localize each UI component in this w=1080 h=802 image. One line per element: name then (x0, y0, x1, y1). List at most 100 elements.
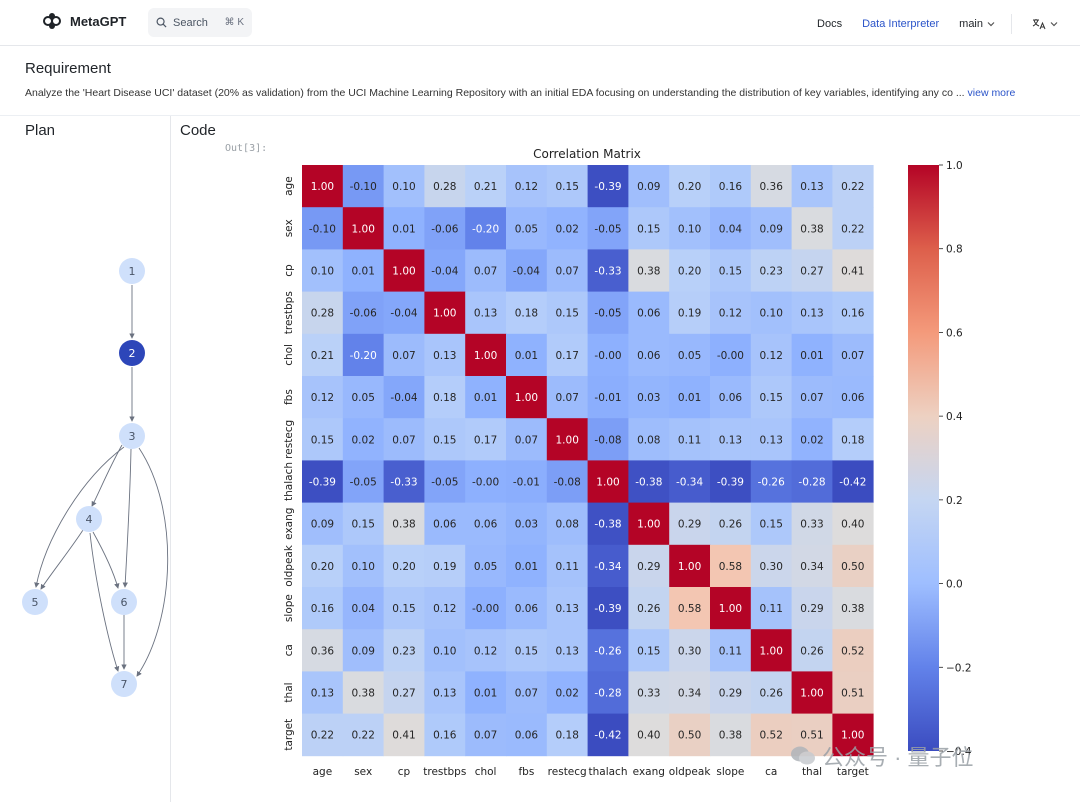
heatmap-value: 0.05 (474, 561, 497, 573)
heatmap-cell (546, 249, 588, 292)
plan-title: Plan (25, 122, 56, 139)
heatmap-cell (546, 629, 588, 672)
plan-edge (89, 532, 120, 672)
heatmap-value: 0.13 (311, 688, 334, 700)
brand-logo[interactable]: MetaGPT (42, 12, 126, 30)
x-tick-label: age (313, 766, 333, 778)
x-tick-label: oldpeak (669, 766, 712, 778)
translate-icon (1032, 19, 1046, 30)
branch-selector[interactable]: main (959, 18, 995, 30)
heatmap-value: 1.00 (678, 561, 701, 573)
heatmap-cell (669, 544, 711, 588)
heatmap-cell (710, 376, 752, 419)
plan-node-1[interactable] (119, 258, 145, 284)
heatmap-cell (628, 544, 670, 588)
nav-docs[interactable]: Docs (817, 18, 843, 30)
heatmap-cell (342, 165, 384, 208)
plan-edge (34, 446, 125, 588)
plan-node-7[interactable] (111, 671, 137, 697)
heatmap-cell (791, 671, 833, 714)
plan-node-4[interactable] (76, 506, 102, 532)
heatmap-cell (710, 291, 752, 335)
colorbar-tick-label: −0.4 (946, 746, 972, 758)
heatmap-value: 0.03 (637, 392, 660, 404)
plan-node-3[interactable] (119, 423, 145, 449)
heatmap-value: 0.15 (433, 434, 456, 446)
heatmap-value: 1.00 (760, 645, 783, 657)
heatmap-value: 0.33 (800, 519, 823, 531)
heatmap-cell (832, 418, 874, 461)
heatmap-cell (628, 629, 670, 672)
branch-label: main (959, 18, 983, 30)
heatmap-value: 0.07 (474, 266, 497, 278)
colorbar-tick-label: 1.0 (946, 160, 963, 172)
y-tick-label: oldpeak (283, 544, 295, 587)
heatmap-value: 0.27 (800, 266, 823, 278)
heatmap-value: 0.20 (678, 181, 701, 193)
heatmap-cell (669, 249, 711, 292)
heatmap-value: -0.01 (594, 392, 621, 404)
heatmap-cell (669, 671, 711, 714)
heatmap-cell (424, 587, 466, 630)
heatmap-cell (383, 165, 425, 208)
heatmap-cell (587, 249, 629, 292)
heatmap-cell (383, 671, 425, 714)
heatmap-value: 0.10 (352, 561, 375, 573)
heatmap-value: -0.39 (717, 477, 744, 489)
heatmap-value: 0.01 (515, 561, 538, 573)
x-tick-label: thal (802, 766, 822, 778)
heatmap-value: 0.29 (800, 603, 823, 615)
heatmap-value: 0.41 (392, 730, 415, 742)
heatmap-cell (383, 376, 425, 419)
language-selector[interactable] (1032, 18, 1058, 30)
heatmap-value: -0.42 (839, 477, 866, 489)
heatmap-value: 1.00 (515, 392, 538, 404)
heatmap-value: 0.15 (637, 645, 660, 657)
x-tick-label: chol (475, 766, 497, 778)
plan-node-6[interactable] (111, 589, 137, 615)
heatmap-value: 0.09 (637, 181, 660, 193)
heatmap-value: 0.58 (678, 603, 701, 615)
heatmap-cell (546, 460, 588, 503)
heatmap-cell (302, 291, 344, 335)
heatmap-cell (791, 544, 833, 588)
heatmap-value: -0.34 (594, 561, 621, 573)
search-icon (156, 17, 167, 28)
plan-node-label: 5 (32, 596, 39, 609)
heatmap-value: 0.36 (311, 645, 335, 657)
x-tick-label: exang (633, 766, 665, 778)
heatmap-value: -0.10 (309, 223, 336, 235)
heatmap-value: 0.28 (311, 308, 334, 320)
view-more-link[interactable]: view more (967, 87, 1016, 99)
heatmap-cell (342, 587, 384, 630)
heatmap-value: 0.20 (392, 561, 415, 573)
heatmap-value: 0.34 (678, 688, 702, 700)
plan-node-2[interactable] (119, 340, 145, 366)
heatmap-cell (546, 502, 588, 546)
heatmap-cell (791, 249, 833, 292)
heatmap-cell (832, 333, 874, 377)
heatmap-cell (465, 629, 507, 672)
heatmap-cell (628, 587, 670, 630)
heatmap-value: 0.17 (556, 350, 579, 362)
heatmap-value: 0.15 (760, 519, 783, 531)
heatmap-cell (791, 418, 833, 461)
heatmap-value: 0.22 (352, 730, 375, 742)
watermark: 公众号 · 量子位 (790, 740, 974, 772)
heatmap-cell (791, 629, 833, 672)
heatmap-cell (832, 629, 874, 672)
search-box[interactable]: Search ⌘ K (148, 8, 252, 37)
heatmap-value: -0.34 (676, 477, 703, 489)
heatmap-value: 0.01 (392, 223, 415, 235)
nav-data-interpreter[interactable]: Data Interpreter (862, 18, 940, 30)
heatmap-cell (302, 713, 344, 757)
plan-node-5[interactable] (22, 589, 48, 615)
heatmap-cell (424, 333, 466, 377)
heatmap-cell (628, 291, 670, 335)
heatmap-value: -0.38 (635, 477, 662, 489)
heatmap-value: 0.13 (474, 308, 497, 320)
heatmap-cell (424, 291, 466, 335)
heatmap-cell (342, 502, 384, 546)
heatmap-value: 0.10 (678, 223, 701, 235)
heatmap-cell (669, 587, 711, 630)
